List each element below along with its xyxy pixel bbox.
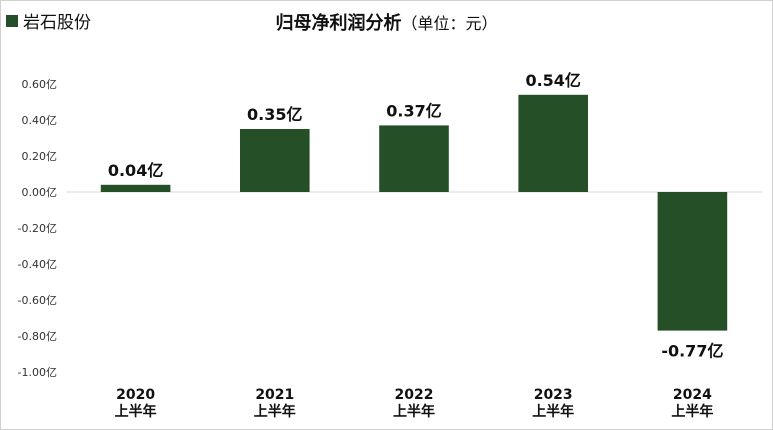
data-label: 0.04亿 [108,161,163,180]
y-tick-label: 0.40亿 [22,114,58,127]
y-tick-label: 0.20亿 [22,150,58,163]
x-tick-label: 上半年 [532,403,574,420]
legend: 岩石股份 [6,8,91,33]
y-tick-label: 0.00亿 [22,186,58,199]
x-tick-label: 2020 [116,387,155,403]
y-tick-label: -0.60亿 [18,294,57,307]
x-tick-label: 上半年 [671,403,713,420]
chart-title-main: 归母净利润分析 [275,13,402,34]
bar [518,94,588,192]
data-label: 0.54亿 [525,71,580,90]
bar [240,129,310,192]
bar [657,192,728,331]
y-tick-label: -0.20亿 [18,222,57,235]
x-tick-label: 2024 [673,387,712,403]
chart-title: 归母净利润分析（单位：元） [0,9,773,35]
x-tick-label: 上半年 [254,403,296,420]
bar [379,125,449,192]
bar [100,184,171,192]
chart-title-unit: （单位：元） [401,14,498,33]
y-tick-label: -0.40亿 [18,258,57,271]
y-tick-label: -1.00亿 [18,366,57,379]
x-tick-label: 上半年 [115,403,157,420]
x-tick-label: 2022 [395,387,434,403]
legend-label: 岩石股份 [23,13,91,33]
data-label: 0.37亿 [386,101,441,120]
y-tick-label: 0.60亿 [22,78,58,91]
x-tick-label: 上半年 [393,403,435,420]
data-label: -0.77亿 [661,342,723,361]
legend-swatch [6,14,18,27]
data-label: 0.35亿 [247,105,302,124]
y-tick-label: -0.80亿 [18,330,57,343]
x-tick-label: 2023 [534,387,573,403]
x-tick-label: 2021 [255,387,294,403]
